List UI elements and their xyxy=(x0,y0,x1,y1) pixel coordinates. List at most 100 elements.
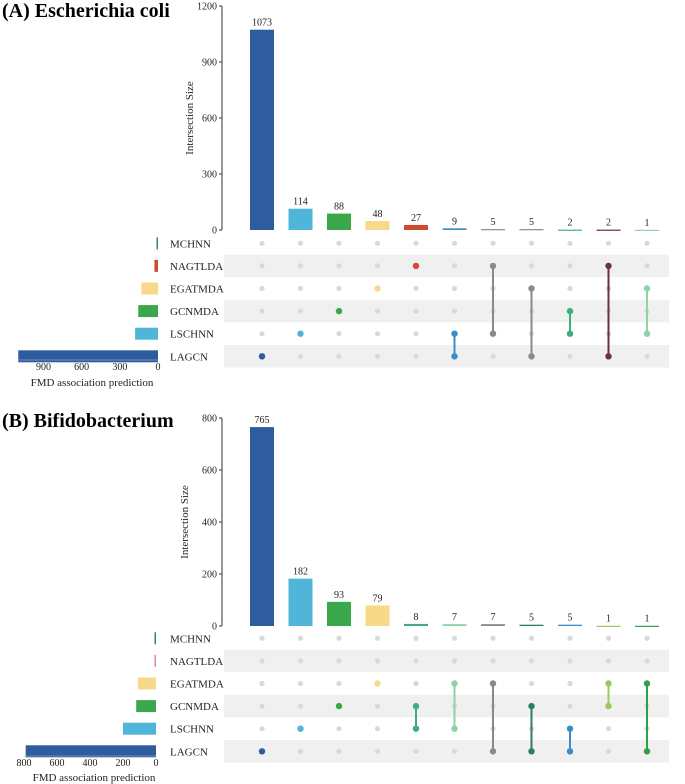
matrix-dot-filled xyxy=(451,680,458,687)
matrix-dot-empty xyxy=(336,331,342,337)
intersection-bar xyxy=(481,229,505,231)
intersection-value-label: 1 xyxy=(606,614,611,625)
set-size-bar xyxy=(154,259,158,272)
matrix-dot-empty xyxy=(336,240,342,246)
intersection-value-label: 88 xyxy=(334,202,344,213)
matrix-dot-empty xyxy=(374,240,381,246)
intersection-value-label: 7 xyxy=(491,612,496,623)
matrix-dot-empty xyxy=(605,240,612,246)
matrix-dot-empty xyxy=(644,240,650,246)
matrix-dot-filled xyxy=(528,285,535,292)
matrix-dot-empty xyxy=(259,240,265,246)
matrix-dot-filled xyxy=(566,330,574,337)
matrix-dot-empty xyxy=(413,240,419,246)
set-size-bar xyxy=(123,722,156,735)
matrix-dot-filled xyxy=(605,353,612,360)
matrix-dot-empty xyxy=(374,635,381,641)
y-tick-label: 200 xyxy=(202,570,217,581)
matrix-dot-empty xyxy=(451,308,458,314)
matrix-dot-empty xyxy=(297,680,304,687)
set-size-bar xyxy=(135,327,158,340)
panel-b-title: (B) Bifidobacterium xyxy=(2,410,174,432)
matrix-dot-empty xyxy=(259,658,265,664)
matrix-dot-filled xyxy=(643,748,651,755)
matrix-dot-empty xyxy=(528,680,535,687)
matrix-dot-empty xyxy=(413,353,419,359)
set-size-tick-label: 800 xyxy=(17,758,32,769)
matrix-dot-empty xyxy=(567,658,573,664)
intersection-value-label: 7 xyxy=(452,612,457,623)
set-size-bar xyxy=(138,305,158,318)
matrix-dot-empty xyxy=(259,635,265,641)
set-size-axis-title: FMD association prediction xyxy=(31,377,154,389)
intersection-value-label: 2 xyxy=(568,218,573,229)
matrix-dot-empty xyxy=(374,748,381,754)
intersection-value-label: 2 xyxy=(606,218,611,229)
y-tick-label: 0 xyxy=(212,226,217,237)
set-size-tick-label: 900 xyxy=(36,362,51,373)
y-axis-title: Intersection Size xyxy=(184,81,196,155)
matrix-dot-empty xyxy=(374,263,381,269)
intersection-bar xyxy=(519,229,544,231)
matrix-dot-empty xyxy=(567,353,573,359)
matrix-dot-empty xyxy=(413,680,419,687)
intersection-value-label: 48 xyxy=(373,209,383,220)
intersection-bar xyxy=(442,228,467,230)
matrix-dot-empty xyxy=(567,680,573,687)
matrix-dot-empty xyxy=(336,285,342,292)
matrix-row-stripe xyxy=(224,254,669,278)
intersection-bar xyxy=(250,427,274,626)
matrix-dot-filled xyxy=(528,702,535,710)
set-name-label: GCNMDA xyxy=(170,306,219,318)
intersection-bar xyxy=(596,625,621,627)
matrix-dot-filled xyxy=(528,353,535,360)
intersection-bar xyxy=(404,224,428,230)
matrix-dot-empty xyxy=(605,635,612,641)
set-size-bar xyxy=(156,237,158,250)
matrix-row-stripe xyxy=(224,322,669,345)
intersection-value-label: 1073 xyxy=(252,18,272,29)
matrix-dot-filled xyxy=(297,725,304,732)
matrix-dot-filled xyxy=(412,725,420,732)
matrix-dot-filled xyxy=(258,748,266,755)
matrix-dot-empty xyxy=(413,285,419,292)
matrix-dot-filled xyxy=(335,307,343,315)
set-name-label: EGATMDA xyxy=(170,679,224,691)
matrix-dot-filled xyxy=(335,702,343,710)
set-size-tick-label: 200 xyxy=(116,758,131,769)
matrix-dot-empty xyxy=(490,635,496,641)
matrix-dot-empty xyxy=(259,726,265,732)
intersection-bar xyxy=(519,624,544,626)
matrix-row-stripe xyxy=(224,627,669,650)
matrix-row-stripe xyxy=(224,232,669,255)
matrix-dot-empty xyxy=(374,308,381,314)
intersection-bar xyxy=(596,229,621,231)
matrix-dot-empty xyxy=(567,285,573,292)
matrix-dot-empty xyxy=(490,353,496,359)
matrix-dot-filled xyxy=(412,702,420,710)
matrix-row-stripe xyxy=(224,717,669,740)
matrix-dot-empty xyxy=(374,331,381,337)
matrix-dot-empty xyxy=(451,635,458,641)
matrix-row-stripe xyxy=(224,672,669,695)
y-tick-label: 800 xyxy=(202,414,217,425)
set-size-bar xyxy=(137,677,156,690)
y-tick-label: 600 xyxy=(202,466,217,477)
matrix-dot-filled xyxy=(489,748,497,755)
matrix-dot-filled xyxy=(489,680,497,687)
matrix-row-stripe xyxy=(224,277,669,300)
matrix-dot-empty xyxy=(413,635,419,641)
matrix-dot-filled xyxy=(528,748,535,755)
intersection-value-label: 765 xyxy=(255,415,270,426)
set-size-bar xyxy=(154,654,156,667)
set-name-label: LAGCN xyxy=(170,351,208,363)
intersection-value-label: 27 xyxy=(411,213,421,224)
matrix-dot-filled xyxy=(451,353,458,360)
matrix-dot-empty xyxy=(413,308,419,314)
y-tick-label: 1200 xyxy=(197,2,217,13)
matrix-dot-filled xyxy=(297,330,304,337)
matrix-row-stripe xyxy=(224,345,669,368)
intersection-bar xyxy=(327,213,351,230)
intersection-value-label: 8 xyxy=(414,612,419,623)
